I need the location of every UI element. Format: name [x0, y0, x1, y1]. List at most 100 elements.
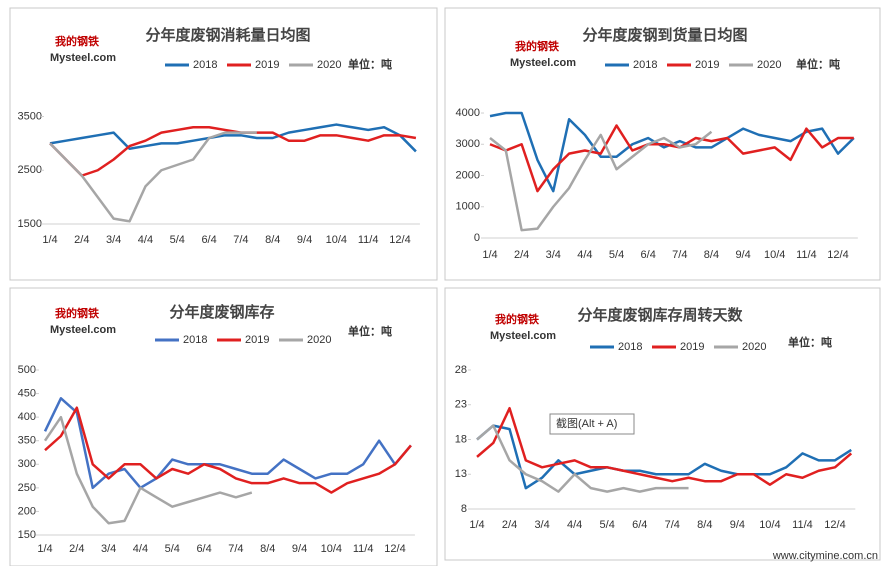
x-tick-label: 9/4 [297, 234, 312, 246]
logo-cn: 我的钢铁 [55, 306, 99, 320]
x-tick-label: 1/4 [42, 234, 57, 246]
x-tick-label: 3/4 [534, 519, 549, 531]
x-tick-label: 3/4 [101, 543, 116, 555]
y-tick-label: 23 [455, 399, 467, 411]
x-tick-label: 3/4 [106, 234, 121, 246]
series-line [476, 406, 853, 486]
x-tick-label: 9/4 [292, 543, 307, 555]
panel [444, 287, 881, 561]
x-tick-label: 2/4 [502, 519, 517, 531]
x-tick-label: 10/4 [764, 249, 785, 261]
x-tick-label: 2/4 [69, 543, 84, 555]
x-tick-label: 11/4 [353, 543, 374, 555]
y-tick-label: 18 [455, 433, 467, 445]
y-tick-label: 3500 [18, 110, 42, 122]
logo-cn: 我的钢铁 [515, 39, 559, 53]
y-tick-label: 250 [18, 482, 36, 494]
x-tick-label: 9/4 [735, 249, 750, 261]
x-tick-label: 8/4 [265, 234, 280, 246]
y-tick-label: 450 [18, 387, 36, 399]
y-tick-label: 0 [474, 232, 480, 244]
x-tick-label: 4/4 [567, 519, 582, 531]
panel [9, 7, 438, 281]
y-tick-label: 13 [455, 468, 467, 480]
x-tick-label: 12/4 [389, 234, 410, 246]
x-tick-label: 4/4 [138, 234, 153, 246]
y-tick-label: 200 [18, 505, 36, 517]
y-tick-label: 350 [18, 435, 36, 447]
legend-label: 2019 [695, 59, 719, 71]
legend-label: 2020 [317, 59, 341, 71]
logo-cn: 我的钢铁 [55, 34, 99, 48]
x-tick-label: 8/4 [697, 519, 712, 531]
series-line [44, 406, 412, 494]
chart-title: 分年度废钢库存 [169, 303, 274, 321]
x-tick-label: 4/4 [133, 543, 148, 555]
logo-cn: 我的钢铁 [495, 312, 539, 326]
x-tick-label: 10/4 [326, 234, 347, 246]
legend-label: 2020 [307, 334, 331, 346]
x-tick-label: 11/4 [358, 234, 379, 246]
series-line [49, 123, 417, 153]
x-tick-label: 9/4 [730, 519, 745, 531]
x-tick-label: 6/4 [201, 234, 216, 246]
x-tick-label: 7/4 [233, 234, 248, 246]
legend-label: 2018 [183, 334, 207, 346]
chart-title: 分年度废钢库存周转天数 [577, 306, 743, 324]
x-tick-label: 5/4 [170, 234, 185, 246]
x-tick-label: 11/4 [792, 519, 813, 531]
x-tick-label: 12/4 [827, 249, 848, 261]
series-line [49, 131, 257, 223]
legend-label: 2020 [742, 341, 766, 353]
x-tick-label: 7/4 [228, 543, 243, 555]
tooltip-box [549, 413, 635, 435]
x-tick-label: 12/4 [384, 543, 405, 555]
x-tick-label: 6/4 [196, 543, 211, 555]
legend-label: 2019 [255, 59, 279, 71]
x-tick-label: 7/4 [672, 249, 687, 261]
y-tick-label: 3000 [456, 138, 480, 150]
x-tick-label: 5/4 [600, 519, 615, 531]
legend-label: 2018 [618, 341, 642, 353]
unit: 单位：吨 [788, 335, 832, 349]
series-line [43, 415, 253, 525]
logo-en: Mysteel.com [490, 330, 556, 342]
y-tick-label: 500 [18, 364, 36, 376]
x-tick-label: 10/4 [759, 519, 780, 531]
legend-label: 2018 [193, 59, 217, 71]
logo-en: Mysteel.com [50, 324, 116, 336]
y-tick-label: 400 [18, 411, 36, 423]
y-tick-label: 2500 [18, 164, 42, 176]
y-tick-label: 8 [461, 503, 467, 515]
tooltip: 截图(Alt + A) [556, 416, 617, 430]
x-tick-label: 10/4 [321, 543, 342, 555]
x-tick-label: 1/4 [482, 249, 497, 261]
legend-label: 2020 [757, 59, 781, 71]
x-tick-label: 3/4 [546, 249, 561, 261]
watermark: www.citymine.com.cn [772, 550, 878, 562]
chart-title: 分年度废钢到货量日均图 [582, 26, 747, 44]
x-tick-label: 7/4 [665, 519, 680, 531]
x-tick-label: 4/4 [577, 249, 592, 261]
legend-label: 2018 [633, 59, 657, 71]
logo-en: Mysteel.com [50, 52, 116, 64]
legend-label: 2019 [680, 341, 704, 353]
x-tick-label: 1/4 [469, 519, 484, 531]
series-line [489, 111, 855, 193]
x-tick-label: 1/4 [37, 543, 52, 555]
y-tick-label: 1500 [18, 218, 42, 230]
x-tick-label: 5/4 [165, 543, 180, 555]
y-tick-label: 1000 [456, 201, 480, 213]
y-tick-label: 300 [18, 458, 36, 470]
x-tick-label: 2/4 [514, 249, 529, 261]
y-tick-label: 2000 [456, 169, 480, 181]
series-line [476, 424, 689, 493]
legend-label: 2019 [245, 334, 269, 346]
x-tick-label: 8/4 [260, 543, 275, 555]
y-tick-label: 28 [455, 364, 467, 376]
y-tick-label: 150 [18, 529, 36, 541]
x-tick-label: 6/4 [632, 519, 647, 531]
y-tick-label: 4000 [456, 107, 480, 119]
x-tick-label: 11/4 [796, 249, 817, 261]
